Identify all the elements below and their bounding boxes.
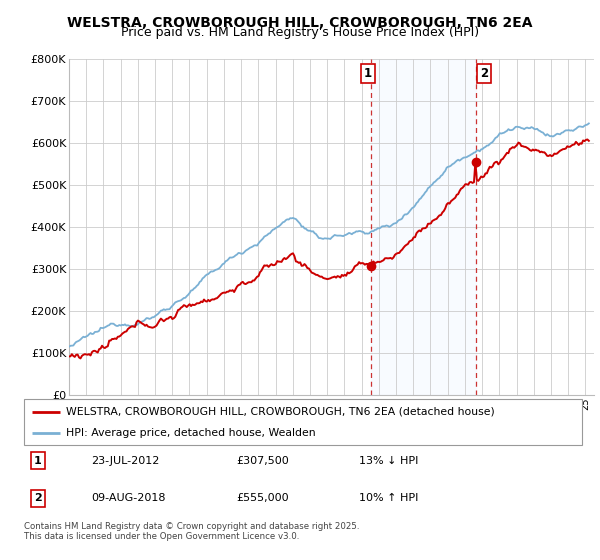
Text: 2: 2 xyxy=(34,493,42,503)
Text: 09-AUG-2018: 09-AUG-2018 xyxy=(91,493,166,503)
Text: 1: 1 xyxy=(364,67,372,80)
Bar xyxy=(371,59,476,395)
Text: Price paid vs. HM Land Registry's House Price Index (HPI): Price paid vs. HM Land Registry's House … xyxy=(121,26,479,39)
FancyBboxPatch shape xyxy=(24,399,582,445)
Text: WELSTRA, CROWBOROUGH HILL, CROWBOROUGH, TN6 2EA: WELSTRA, CROWBOROUGH HILL, CROWBOROUGH, … xyxy=(67,16,533,30)
Text: 10% ↑ HPI: 10% ↑ HPI xyxy=(359,493,418,503)
Text: HPI: Average price, detached house, Wealden: HPI: Average price, detached house, Weal… xyxy=(66,428,316,438)
Text: WELSTRA, CROWBOROUGH HILL, CROWBOROUGH, TN6 2EA (detached house): WELSTRA, CROWBOROUGH HILL, CROWBOROUGH, … xyxy=(66,407,494,417)
Text: 13% ↓ HPI: 13% ↓ HPI xyxy=(359,456,418,465)
Text: £555,000: £555,000 xyxy=(236,493,289,503)
Text: 23-JUL-2012: 23-JUL-2012 xyxy=(91,456,160,465)
Text: Contains HM Land Registry data © Crown copyright and database right 2025.
This d: Contains HM Land Registry data © Crown c… xyxy=(24,522,359,542)
Text: 2: 2 xyxy=(480,67,488,80)
Text: 1: 1 xyxy=(34,456,42,465)
Text: £307,500: £307,500 xyxy=(236,456,289,465)
